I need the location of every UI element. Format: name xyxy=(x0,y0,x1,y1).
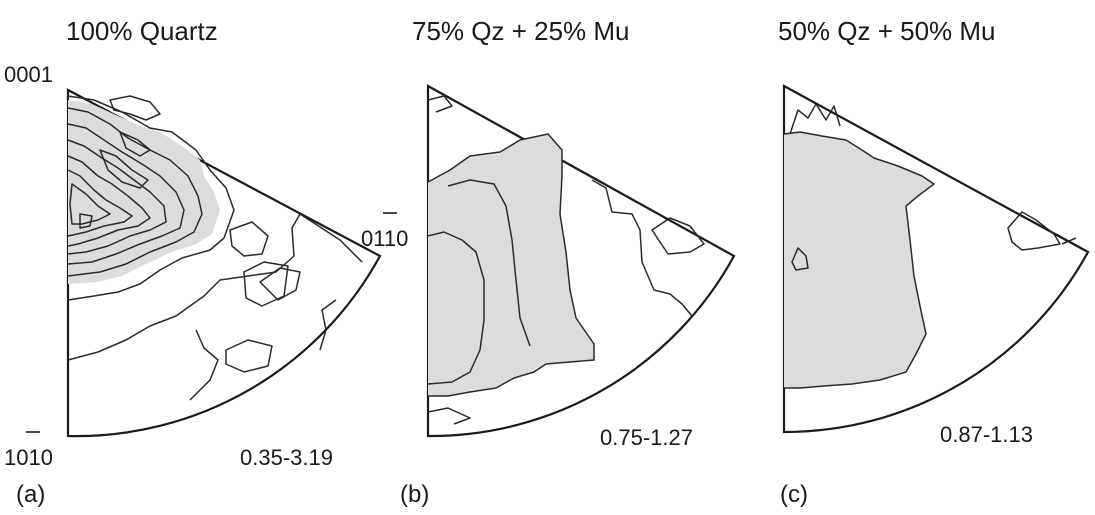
contours-b xyxy=(427,95,705,425)
panel-b: 75% Qz + 25% Mu 0.75-1.27 (b) xyxy=(400,16,736,508)
shaded-region-b xyxy=(428,134,594,396)
ipf-triangle-a xyxy=(66,88,382,438)
panel-a: 100% Quartz 0001 0110 1010 xyxy=(4,16,408,508)
contours-c xyxy=(783,103,1077,389)
panel-b-range: 0.75-1.27 xyxy=(600,425,693,450)
contours-a xyxy=(67,95,363,401)
corner-label-0001: 0001 xyxy=(4,62,53,87)
ipf-triangle-c xyxy=(782,84,1090,434)
panel-a-title: 100% Quartz xyxy=(66,16,218,46)
panel-a-letter: (a) xyxy=(16,481,45,508)
panel-b-title: 75% Qz + 25% Mu xyxy=(412,16,630,46)
shaded-region-c xyxy=(784,132,934,388)
panel-c-title: 50% Qz + 50% Mu xyxy=(778,16,996,46)
ipf-triangle-b xyxy=(426,84,736,438)
corner-label-1010: 1010 xyxy=(4,445,53,470)
panel-b-letter: (b) xyxy=(400,481,429,508)
panel-c: 50% Qz + 50% Mu 0.87-1.13 (c) xyxy=(778,16,1090,508)
panel-a-range: 0.35-3.19 xyxy=(240,445,333,470)
panel-c-letter: (c) xyxy=(780,481,808,508)
corner-label-0110: 0110 xyxy=(361,226,408,251)
panel-c-range: 0.87-1.13 xyxy=(940,422,1033,447)
